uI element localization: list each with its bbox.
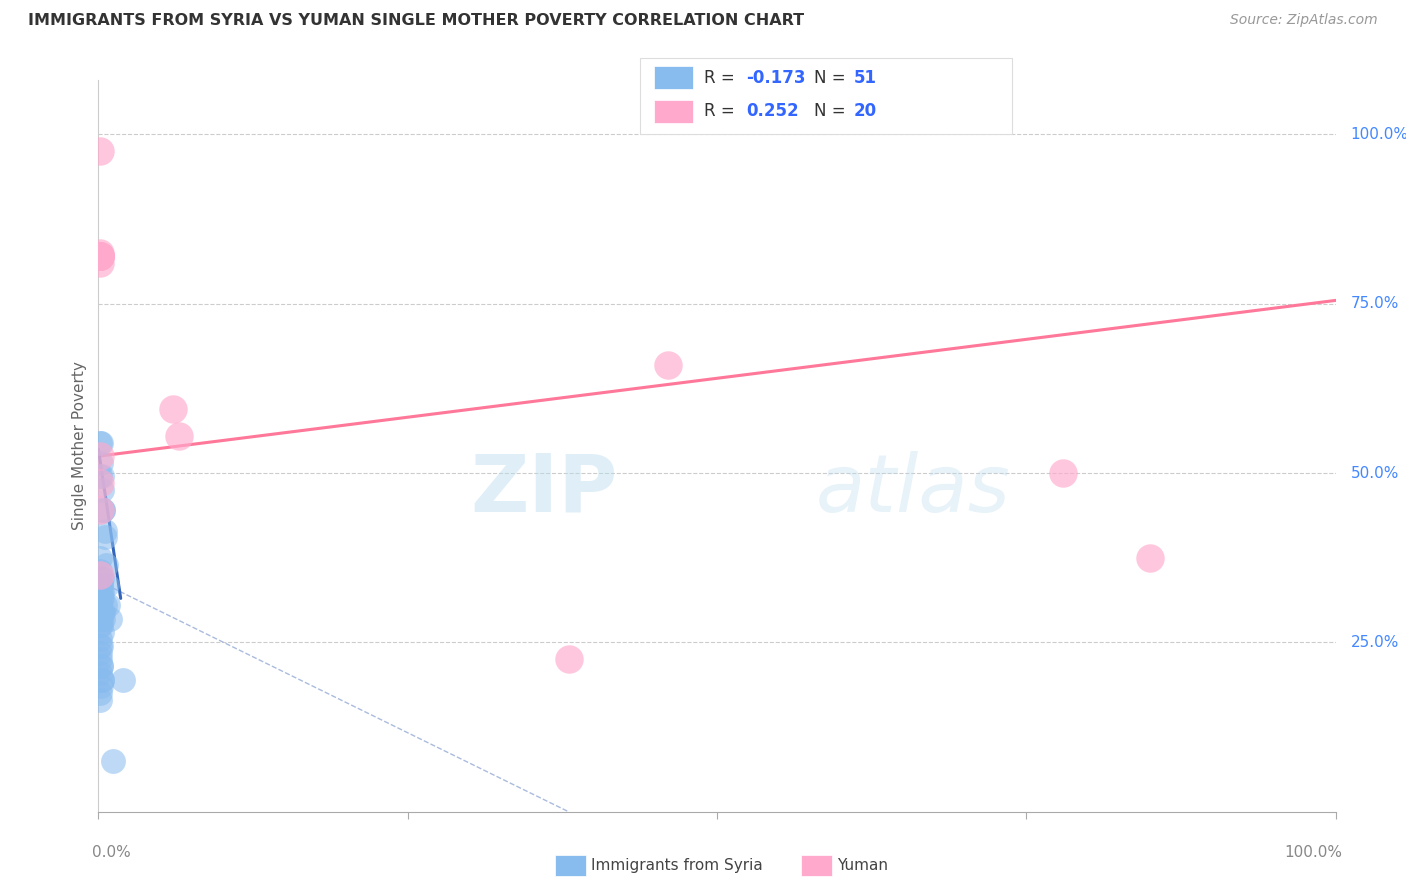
Point — [93, 503, 115, 517]
Text: Source: ZipAtlas.com: Source: ZipAtlas.com — [1230, 13, 1378, 28]
Point — [89, 605, 111, 619]
Point — [89, 564, 111, 578]
Point — [89, 605, 111, 619]
Text: 25.0%: 25.0% — [1351, 635, 1399, 650]
Point — [89, 686, 111, 700]
Point — [90, 571, 112, 585]
Point — [89, 646, 111, 660]
Point — [89, 249, 111, 263]
Point — [89, 567, 111, 582]
Point — [89, 256, 111, 270]
Point — [91, 591, 114, 606]
Text: 100.0%: 100.0% — [1351, 127, 1406, 142]
Point — [89, 449, 111, 463]
Point — [89, 249, 111, 263]
Point — [91, 625, 114, 640]
Point — [90, 578, 112, 592]
Point — [657, 358, 679, 372]
Point — [89, 598, 111, 612]
Point — [89, 246, 111, 260]
Text: atlas: atlas — [815, 450, 1011, 529]
Point — [93, 503, 115, 517]
Point — [94, 558, 117, 572]
Text: 100.0%: 100.0% — [1284, 845, 1341, 860]
Point — [91, 605, 114, 619]
Text: IMMIGRANTS FROM SYRIA VS YUMAN SINGLE MOTHER POVERTY CORRELATION CHART: IMMIGRANTS FROM SYRIA VS YUMAN SINGLE MO… — [28, 13, 804, 29]
Point — [1052, 466, 1074, 480]
Point — [89, 693, 111, 707]
Point — [90, 591, 112, 606]
Point — [91, 673, 114, 687]
Point — [162, 401, 184, 416]
Point — [89, 550, 111, 565]
Point — [89, 632, 111, 646]
Point — [91, 673, 114, 687]
Point — [89, 249, 111, 263]
Point — [90, 639, 112, 653]
Point — [91, 571, 114, 585]
Point — [96, 578, 118, 592]
Point — [90, 456, 112, 470]
Point — [89, 249, 111, 263]
Point — [89, 145, 111, 159]
Point — [90, 659, 112, 673]
Point — [90, 612, 112, 626]
Point — [112, 673, 135, 687]
Text: R =: R = — [704, 103, 741, 120]
Point — [91, 584, 114, 599]
Point — [93, 605, 115, 619]
Point — [89, 652, 111, 666]
Point — [90, 584, 112, 599]
Point — [89, 249, 111, 263]
Point — [89, 249, 111, 263]
Point — [89, 469, 111, 483]
Text: 75.0%: 75.0% — [1351, 296, 1399, 311]
Text: 50.0%: 50.0% — [1351, 466, 1399, 481]
Text: 20: 20 — [853, 103, 876, 120]
Point — [557, 652, 579, 666]
Text: R =: R = — [704, 69, 741, 87]
Text: 51: 51 — [853, 69, 876, 87]
Point — [90, 659, 112, 673]
Text: ZIP: ZIP — [471, 450, 619, 529]
Text: Immigrants from Syria: Immigrants from Syria — [591, 858, 762, 872]
Text: Yuman: Yuman — [837, 858, 887, 872]
Point — [93, 524, 115, 538]
Text: N =: N = — [814, 69, 851, 87]
Point — [90, 680, 112, 694]
Point — [89, 476, 111, 491]
Point — [89, 598, 111, 612]
Point — [93, 530, 115, 544]
Point — [89, 665, 111, 680]
Point — [103, 754, 125, 768]
Point — [90, 618, 112, 632]
Point — [98, 612, 121, 626]
Point — [89, 503, 111, 517]
Point — [1139, 550, 1161, 565]
Point — [167, 429, 190, 443]
Point — [91, 469, 114, 483]
Point — [93, 612, 115, 626]
Point — [97, 598, 120, 612]
Point — [90, 578, 112, 592]
Text: -0.173: -0.173 — [747, 69, 806, 87]
Point — [90, 435, 112, 450]
Text: N =: N = — [814, 103, 851, 120]
Text: 0.0%: 0.0% — [93, 845, 131, 860]
Point — [89, 249, 111, 263]
Point — [89, 435, 111, 450]
Text: 0.252: 0.252 — [747, 103, 799, 120]
Point — [89, 639, 111, 653]
Point — [93, 598, 115, 612]
Point — [91, 483, 114, 497]
Y-axis label: Single Mother Poverty: Single Mother Poverty — [72, 361, 87, 531]
Point — [89, 618, 111, 632]
